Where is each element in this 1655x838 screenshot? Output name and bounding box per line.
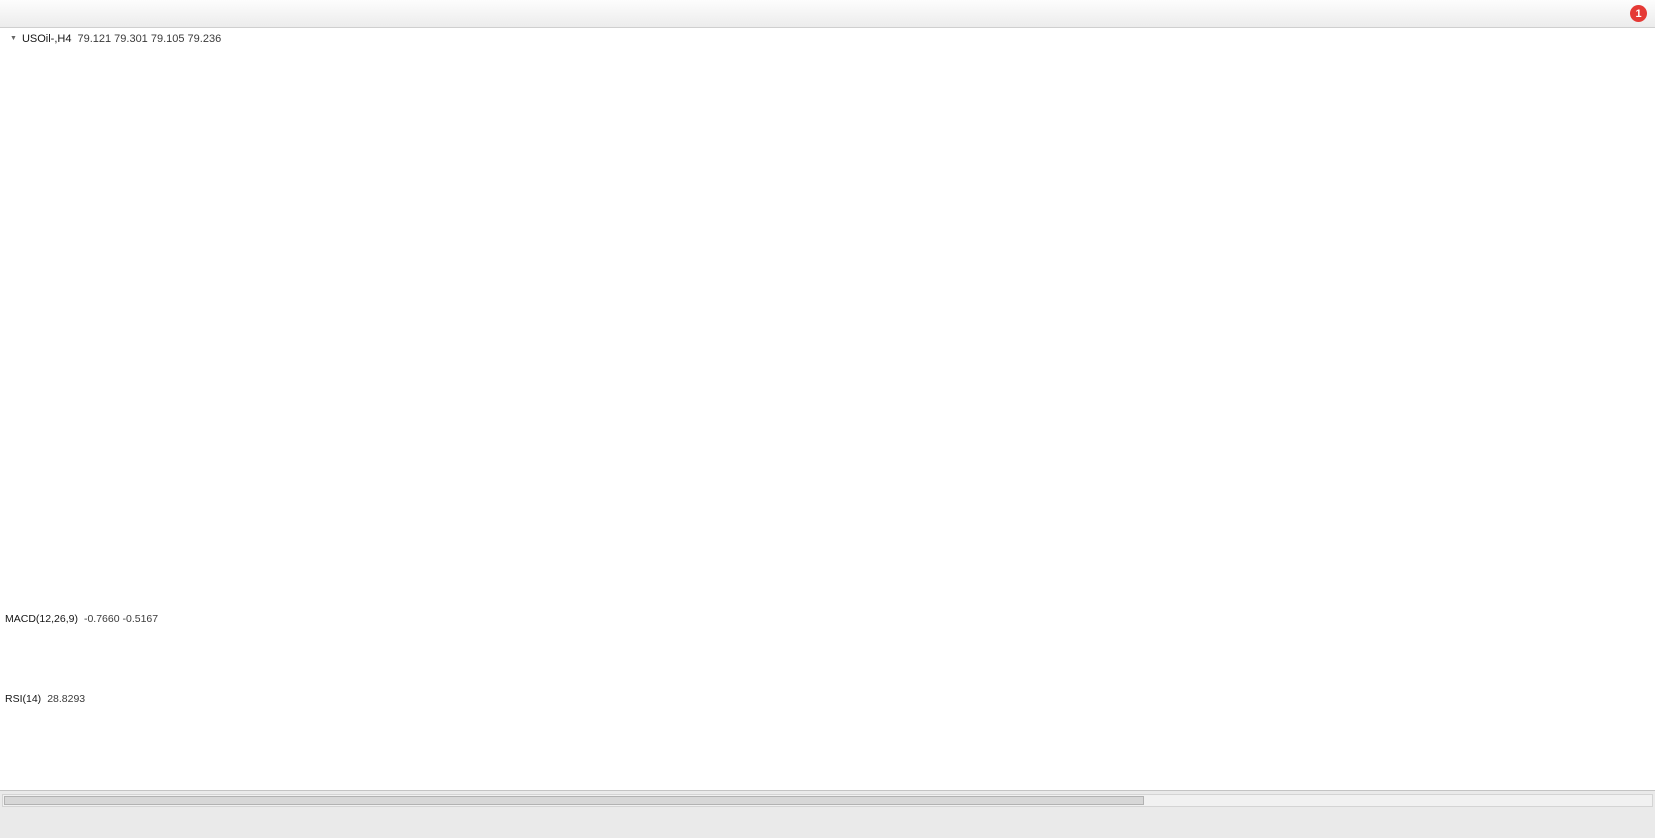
toolbar: 1 <box>0 0 1655 28</box>
macd-label: MACD(12,26,9) <box>5 613 78 625</box>
scrollbar-thumb[interactable] <box>4 796 1144 805</box>
search-icon[interactable] <box>1603 5 1620 22</box>
symbol-info-line: ▼ USOil-,H4 79.121 79.301 79.105 79.236 <box>10 33 221 45</box>
bottom-strip <box>0 790 1655 838</box>
symbol-timeframe-label: USOil-,H4 <box>21 33 72 45</box>
rsi-label: RSI(14) <box>5 693 42 705</box>
chart-region: ▼ USOil-,H4 79.121 79.301 79.105 79.236 MA… <box>0 28 1655 790</box>
rsi-info-line: RSI(14) 28.8293 <box>5 693 85 705</box>
ohlc-expander-icon[interactable]: ▼ <box>10 35 17 42</box>
rsi-values: 28.8293 <box>47 693 86 705</box>
toolbar-right: 1 <box>1603 0 1647 27</box>
macd-info-line: MACD(12,26,9) -0.7660 -0.5167 <box>5 613 158 625</box>
horizontal-scrollbar[interactable] <box>2 794 1653 807</box>
ohlc-values: 79.121 79.301 79.105 79.236 <box>77 33 222 45</box>
notification-badge[interactable]: 1 <box>1630 5 1647 22</box>
macd-values: -0.7660 -0.5167 <box>83 613 159 625</box>
price-chart-svg <box>0 28 1655 790</box>
